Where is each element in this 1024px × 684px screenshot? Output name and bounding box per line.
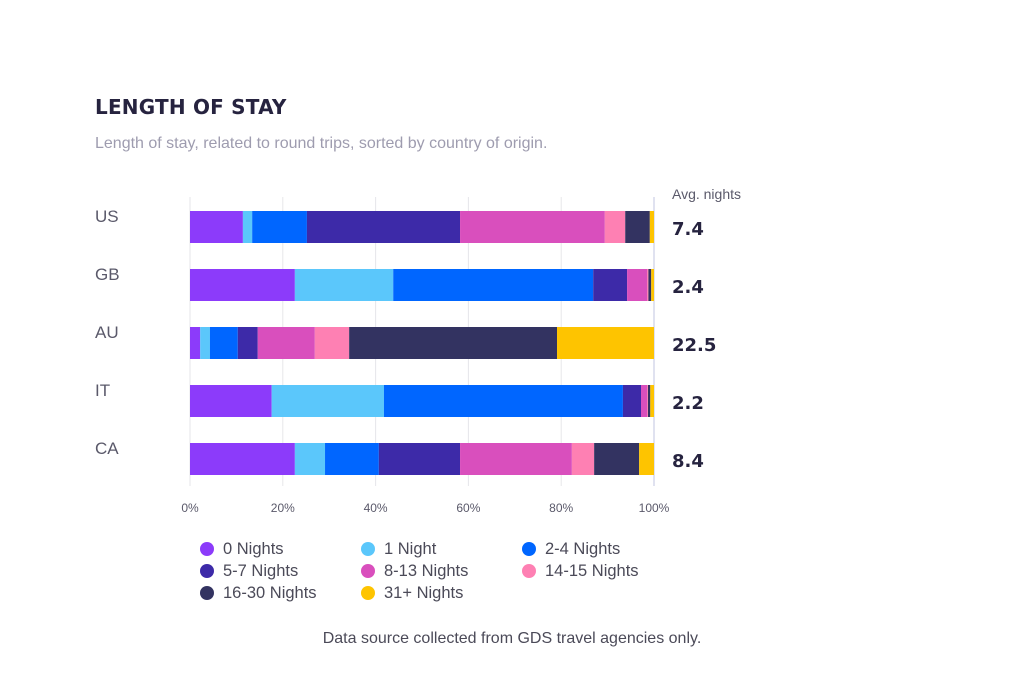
bar-segment [393,269,594,301]
bar-segment [647,385,651,417]
legend-item: 0 Nights [200,538,361,560]
bar-segment [460,211,605,243]
bar-segment [378,443,461,475]
avg-nights-value: 8.4 [672,451,704,472]
x-tick-labels: 0% 20% 40% 60% 80% 100% [181,501,669,515]
legend-label: 1 Night [384,539,437,558]
bar-segment [242,211,253,243]
bar-segment [593,269,628,301]
data-source-note: Data source collected from GDS travel ag… [322,630,702,647]
category-label: GB [95,265,120,284]
legend-item: 2-4 Nights [522,538,683,560]
bar-segment [306,211,461,243]
legend-swatch-icon [361,542,375,556]
legend-label: 5-7 Nights [223,561,299,580]
legend-label: 8-13 Nights [384,561,469,580]
bar-segment [383,385,623,417]
legend-swatch-icon [522,542,536,556]
legend-label: 14-15 Nights [545,561,639,580]
avg-nights-values: 7.4 2.4 22.5 2.2 8.4 [672,219,716,472]
bar-segment [641,385,648,417]
legend-label: 2-4 Nights [545,539,621,558]
legend-item: 16-30 Nights [200,582,361,604]
bar-segment [209,327,238,359]
legend-swatch-icon [200,542,214,556]
bar-segment [190,269,295,301]
bar-segment [639,443,654,475]
chart-subtitle: Length of stay, related to round trips, … [95,135,548,152]
bar-segment [648,269,652,301]
bar-segment [257,327,315,359]
x-tick-label: 80% [549,501,573,515]
bars [190,211,654,475]
x-tick-label: 40% [364,501,388,515]
bar-segment [190,385,272,417]
bar-segment [237,327,258,359]
legend-item: 8-13 Nights [361,560,522,582]
legend-swatch-icon [200,586,214,600]
bar-segment [651,269,654,301]
category-label: AU [95,323,119,342]
avg-nights-value: 2.2 [672,393,704,414]
bar-segment [314,327,350,359]
chart-title: LENGTH OF STAY [95,95,287,119]
x-tick-label: 20% [271,501,295,515]
x-tick-label: 60% [456,501,480,515]
bar-segment [190,211,243,243]
bar-segment [625,211,650,243]
category-label: CA [95,439,119,458]
legend-item: 14-15 Nights [522,560,683,582]
avg-nights-value: 2.4 [672,277,704,298]
category-labels: US GB AU IT CA [95,207,120,458]
legend-label: 31+ Nights [384,583,464,602]
avg-nights-value: 7.4 [672,219,704,240]
legend-swatch-icon [361,586,375,600]
bar-segment [252,211,307,243]
bar-segment [594,443,640,475]
bar-segment [460,443,572,475]
legend-item: 31+ Nights [361,582,522,604]
bar-segment [271,385,384,417]
bar-segment [190,327,201,359]
avg-nights-value: 22.5 [672,335,716,356]
bar-segment [622,385,642,417]
bar-segment [349,327,558,359]
bar-segment [649,211,654,243]
bar-segment [294,443,326,475]
legend-item: 5-7 Nights [200,560,361,582]
legend: 0 Nights 1 Night 2-4 Nights 5-7 Nights 8-13 … [200,538,683,604]
legend-label: 16-30 Nights [223,583,317,602]
category-label: IT [95,381,110,400]
legend-label: 0 Nights [223,539,284,558]
legend-swatch-icon [361,564,375,578]
x-tick-label: 0% [181,501,199,515]
bar-segment [650,385,654,417]
bar-segment [647,385,648,417]
bar-segment [627,269,648,301]
bar-segment [190,443,295,475]
x-tick-label: 100% [639,501,670,515]
bar-segment [557,327,654,359]
bar-segment [571,443,595,475]
legend-swatch-icon [522,564,536,578]
bar-segment [200,327,210,359]
avg-nights-header: Avg. nights [672,186,741,202]
bar-segment [647,269,649,301]
bar-segment [325,443,379,475]
legend-swatch-icon [200,564,214,578]
legend-item: 1 Night [361,538,522,560]
bar-segment [294,269,394,301]
category-label: US [95,207,119,226]
bar-segment [604,211,626,243]
